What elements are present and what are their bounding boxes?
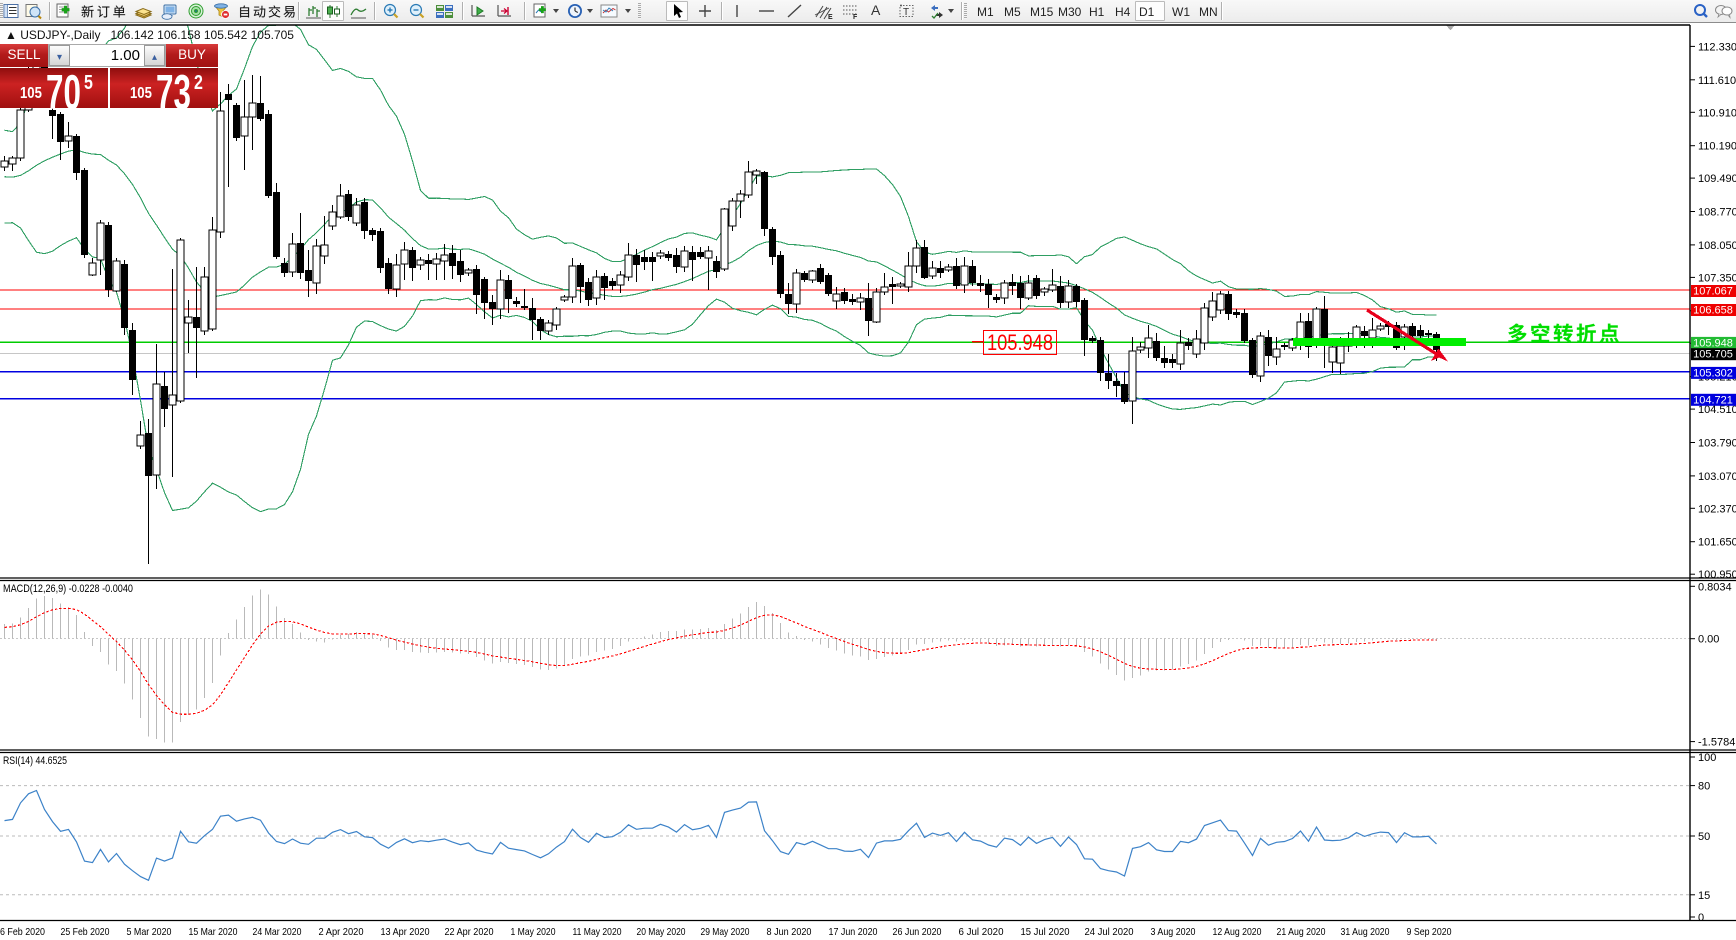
svg-text:0: 0 bbox=[1698, 912, 1704, 924]
svg-text:106.658: 106.658 bbox=[1693, 305, 1733, 317]
svg-text:107.067: 107.067 bbox=[1693, 286, 1733, 298]
svg-text:103.070: 103.070 bbox=[1698, 471, 1736, 483]
svg-text:105.948: 105.948 bbox=[987, 330, 1053, 355]
svg-text:15 Jul 2020: 15 Jul 2020 bbox=[1021, 926, 1070, 938]
svg-text:103.790: 103.790 bbox=[1698, 438, 1736, 450]
svg-text:21 Aug 2020: 21 Aug 2020 bbox=[1277, 926, 1326, 938]
svg-text:110.910: 110.910 bbox=[1698, 107, 1736, 119]
svg-text:104.510: 104.510 bbox=[1698, 404, 1736, 416]
svg-text:100: 100 bbox=[1698, 752, 1716, 764]
svg-text:RSI(14) 44.6525: RSI(14) 44.6525 bbox=[3, 755, 67, 767]
svg-text:107.350: 107.350 bbox=[1698, 272, 1736, 284]
svg-text:MACD(12,26,9) -0.0228 -0.0040: MACD(12,26,9) -0.0228 -0.0040 bbox=[3, 583, 133, 595]
svg-text:25 Feb 2020: 25 Feb 2020 bbox=[61, 926, 110, 938]
svg-text:105.705: 105.705 bbox=[1693, 349, 1733, 361]
svg-text:20 May 2020: 20 May 2020 bbox=[637, 926, 686, 938]
svg-text:108.050: 108.050 bbox=[1698, 240, 1736, 252]
svg-text:109.490: 109.490 bbox=[1698, 173, 1736, 185]
svg-text:100.950: 100.950 bbox=[1698, 569, 1736, 581]
svg-text:102.370: 102.370 bbox=[1698, 503, 1736, 515]
svg-text:17 Jun 2020: 17 Jun 2020 bbox=[829, 926, 878, 938]
svg-text:13 Apr 2020: 13 Apr 2020 bbox=[381, 926, 430, 938]
svg-text:12 Aug 2020: 12 Aug 2020 bbox=[1213, 926, 1262, 938]
svg-text:105.302: 105.302 bbox=[1693, 367, 1733, 379]
svg-text:0.00: 0.00 bbox=[1698, 634, 1719, 646]
svg-text:15: 15 bbox=[1698, 890, 1710, 902]
svg-text:5 Mar 2020: 5 Mar 2020 bbox=[127, 926, 172, 938]
svg-text:8 Jun 2020: 8 Jun 2020 bbox=[767, 926, 812, 938]
svg-text:26 Jun 2020: 26 Jun 2020 bbox=[893, 926, 942, 938]
svg-text:31 Aug 2020: 31 Aug 2020 bbox=[1341, 926, 1390, 938]
svg-text:50: 50 bbox=[1698, 831, 1710, 843]
svg-text:9 Sep 2020: 9 Sep 2020 bbox=[1407, 926, 1452, 938]
svg-text:110.190: 110.190 bbox=[1698, 141, 1736, 153]
svg-text:-1.5784: -1.5784 bbox=[1698, 737, 1735, 749]
svg-text:24 Mar 2020: 24 Mar 2020 bbox=[253, 926, 302, 938]
svg-text:15 Mar 2020: 15 Mar 2020 bbox=[189, 926, 238, 938]
svg-text:108.770: 108.770 bbox=[1698, 207, 1736, 219]
svg-text:101.650: 101.650 bbox=[1698, 537, 1736, 549]
svg-text:104.721: 104.721 bbox=[1693, 394, 1733, 406]
svg-text:80: 80 bbox=[1698, 781, 1710, 793]
svg-text:F: F bbox=[853, 14, 858, 20]
svg-text:T: T bbox=[903, 7, 909, 18]
svg-text:E: E bbox=[828, 14, 833, 20]
svg-text:29 May 2020: 29 May 2020 bbox=[701, 926, 750, 938]
svg-text:111.610: 111.610 bbox=[1698, 75, 1736, 87]
svg-text:6 Feb 2020: 6 Feb 2020 bbox=[0, 926, 45, 938]
svg-text:3 Aug 2020: 3 Aug 2020 bbox=[1151, 926, 1196, 938]
svg-text:2 Apr 2020: 2 Apr 2020 bbox=[319, 926, 364, 938]
svg-text:11 May 2020: 11 May 2020 bbox=[573, 926, 622, 938]
svg-text:1 May 2020: 1 May 2020 bbox=[511, 926, 556, 938]
svg-text:112.330: 112.330 bbox=[1698, 41, 1736, 53]
svg-text:22 Apr 2020: 22 Apr 2020 bbox=[445, 926, 494, 938]
svg-text:0.8034: 0.8034 bbox=[1698, 581, 1732, 593]
svg-text:6 Jul 2020: 6 Jul 2020 bbox=[959, 926, 1004, 938]
svg-text:105.948: 105.948 bbox=[1693, 337, 1733, 349]
svg-text:24 Jul 2020: 24 Jul 2020 bbox=[1085, 926, 1134, 938]
